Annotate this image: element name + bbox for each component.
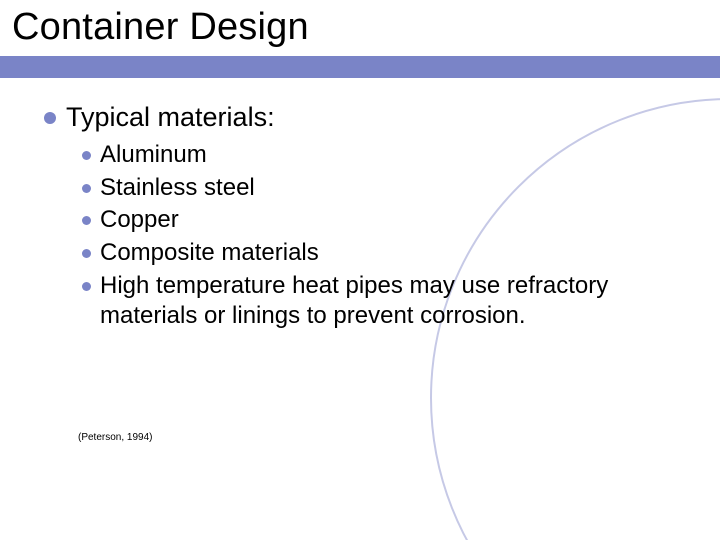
bullet-level1: Typical materials: bbox=[44, 102, 654, 134]
list-item: Stainless steel bbox=[82, 173, 654, 204]
list-item-text: Copper bbox=[100, 205, 179, 236]
list-item: Copper bbox=[82, 205, 654, 236]
bullet-icon bbox=[82, 249, 91, 258]
title-area: Container Design bbox=[0, 0, 720, 78]
bullet-icon bbox=[82, 151, 91, 160]
slide-title: Container Design bbox=[12, 6, 309, 49]
slide: Container Design Typical materials: Alum… bbox=[0, 0, 720, 540]
bullet-icon bbox=[82, 282, 91, 291]
list-item-text: Composite materials bbox=[100, 238, 319, 269]
list-item: Aluminum bbox=[82, 140, 654, 171]
bullet-icon bbox=[82, 216, 91, 225]
list-item-text: Stainless steel bbox=[100, 173, 255, 204]
bullet-icon bbox=[82, 184, 91, 193]
level1-heading: Typical materials: bbox=[66, 102, 275, 134]
bullet-icon bbox=[44, 112, 56, 124]
list-item: Composite materials bbox=[82, 238, 654, 269]
list-item-text: High temperature heat pipes may use refr… bbox=[100, 271, 620, 332]
list-item: High temperature heat pipes may use refr… bbox=[82, 271, 654, 332]
content-area: Typical materials: Aluminum Stainless st… bbox=[44, 102, 654, 334]
level2-list: Aluminum Stainless steel Copper Composit… bbox=[82, 140, 654, 332]
title-underline-bar bbox=[0, 56, 720, 78]
citation: (Peterson, 1994) bbox=[78, 432, 153, 443]
list-item-text: Aluminum bbox=[100, 140, 207, 171]
